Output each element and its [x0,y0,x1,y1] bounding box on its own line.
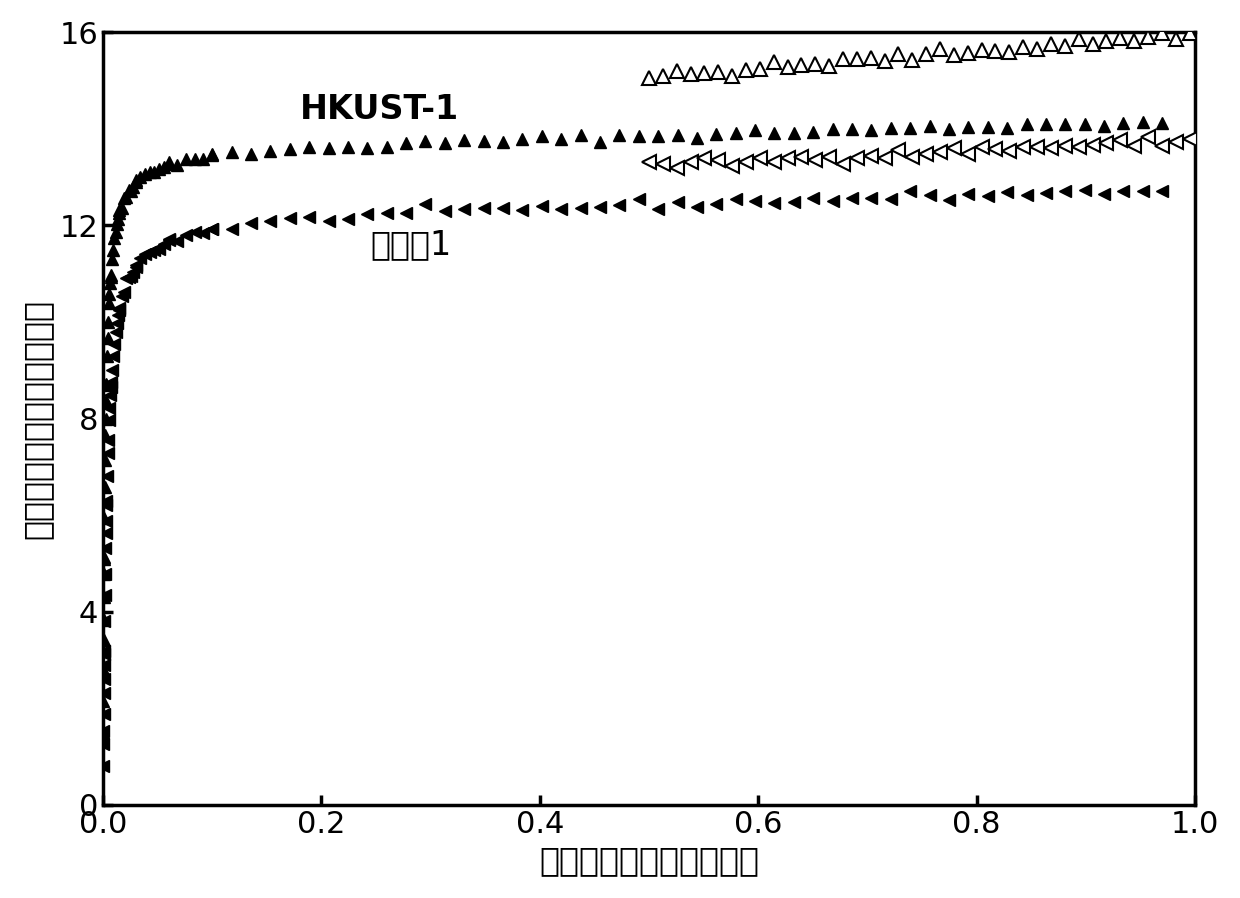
Text: HKUST-1: HKUST-1 [300,93,459,127]
Text: 实施例1: 实施例1 [371,228,451,261]
Y-axis label: 氮气吸附量（毫摩尔／克）: 氮气吸附量（毫摩尔／克） [21,298,53,539]
X-axis label: 相对压强（标准大气压）: 相对压强（标准大气压） [539,844,759,877]
